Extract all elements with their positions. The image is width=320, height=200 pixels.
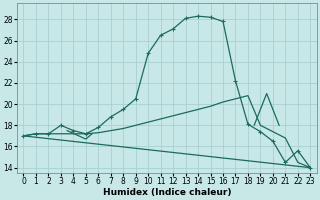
- X-axis label: Humidex (Indice chaleur): Humidex (Indice chaleur): [103, 188, 231, 197]
